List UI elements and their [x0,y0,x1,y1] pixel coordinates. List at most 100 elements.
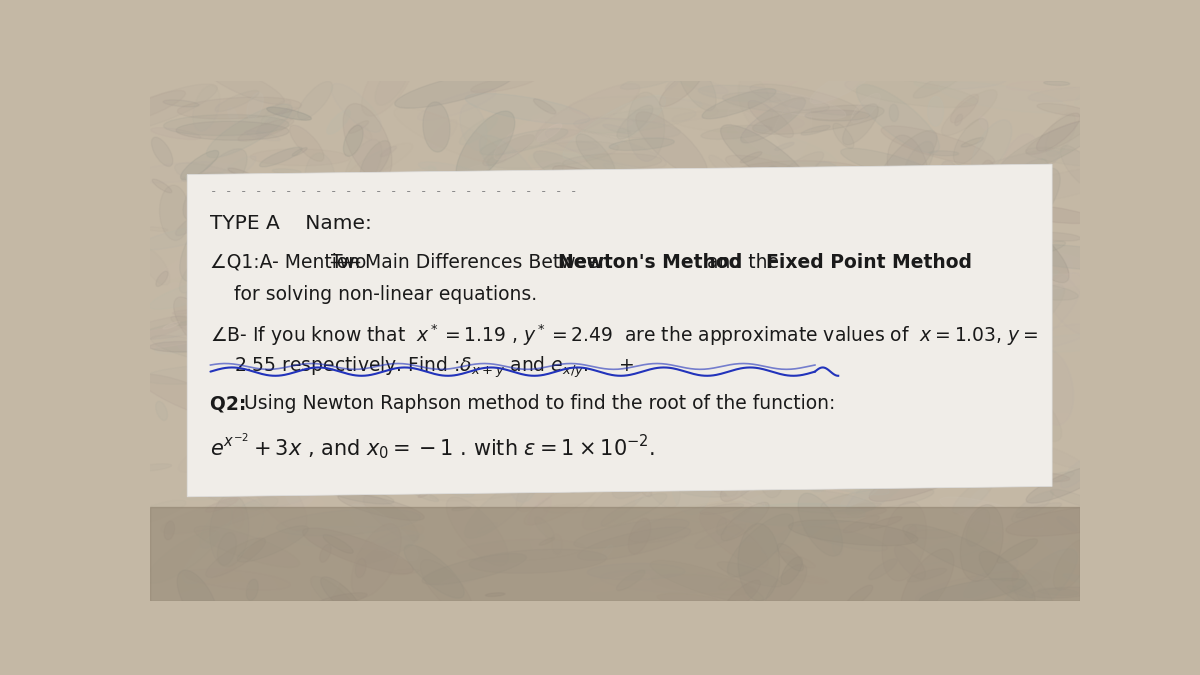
Ellipse shape [265,219,300,225]
Ellipse shape [1038,588,1078,595]
Ellipse shape [1003,379,1062,441]
Ellipse shape [918,400,1012,437]
Ellipse shape [388,217,473,248]
Ellipse shape [702,179,719,189]
Ellipse shape [539,288,678,311]
Text: Two: Two [331,253,367,272]
Ellipse shape [269,225,328,266]
Ellipse shape [842,420,922,446]
Ellipse shape [972,325,991,342]
Ellipse shape [953,478,994,514]
Ellipse shape [866,394,972,415]
Text: TYPE A    Name:: TYPE A Name: [210,213,372,232]
Ellipse shape [722,92,829,113]
Ellipse shape [420,454,452,461]
Ellipse shape [170,316,232,342]
Ellipse shape [1075,95,1084,105]
Ellipse shape [451,506,470,510]
Ellipse shape [512,169,551,215]
Ellipse shape [1042,270,1093,335]
Ellipse shape [230,408,304,439]
Ellipse shape [620,73,677,89]
Ellipse shape [356,294,419,308]
Ellipse shape [1007,168,1061,236]
Ellipse shape [629,164,698,238]
Ellipse shape [457,198,529,227]
Ellipse shape [950,95,979,123]
Ellipse shape [798,493,842,556]
Ellipse shape [587,564,685,580]
Ellipse shape [314,217,388,230]
Ellipse shape [600,570,727,593]
Ellipse shape [179,423,266,472]
Ellipse shape [800,422,900,483]
Ellipse shape [311,190,329,204]
Ellipse shape [275,286,300,291]
Ellipse shape [208,415,306,445]
Ellipse shape [320,328,328,342]
Ellipse shape [810,64,877,103]
Ellipse shape [1027,271,1039,292]
Ellipse shape [215,370,271,407]
Ellipse shape [534,151,622,204]
Ellipse shape [458,344,502,425]
Ellipse shape [842,242,871,252]
Ellipse shape [710,220,822,270]
Ellipse shape [1007,192,1018,209]
Ellipse shape [558,213,582,224]
Ellipse shape [376,61,409,105]
Ellipse shape [852,422,920,434]
Ellipse shape [536,124,562,142]
Ellipse shape [1033,232,1081,241]
Ellipse shape [1021,273,1082,342]
Ellipse shape [402,472,437,488]
Ellipse shape [412,429,533,450]
Ellipse shape [725,580,761,611]
Ellipse shape [881,126,995,165]
Ellipse shape [233,508,244,529]
Ellipse shape [349,504,418,561]
Ellipse shape [736,161,864,182]
Ellipse shape [826,462,868,495]
Ellipse shape [1031,349,1074,425]
Ellipse shape [386,551,403,558]
Ellipse shape [467,296,548,310]
Ellipse shape [319,545,331,562]
Ellipse shape [966,301,1013,309]
Ellipse shape [276,315,341,358]
Ellipse shape [313,417,395,466]
Ellipse shape [506,328,583,400]
Ellipse shape [217,396,236,409]
Ellipse shape [320,261,396,315]
Ellipse shape [320,279,344,300]
Ellipse shape [851,503,881,509]
Ellipse shape [338,493,425,520]
Text: for solving non-linear equations.: for solving non-linear equations. [234,285,536,304]
Ellipse shape [642,325,712,348]
Ellipse shape [164,521,175,540]
Ellipse shape [538,265,604,276]
Ellipse shape [1034,421,1043,430]
Ellipse shape [695,393,780,408]
Ellipse shape [671,362,751,378]
Ellipse shape [857,84,940,153]
Ellipse shape [245,253,322,281]
Ellipse shape [1044,81,1069,86]
Ellipse shape [727,267,799,334]
Ellipse shape [216,156,256,184]
Ellipse shape [788,520,918,545]
Ellipse shape [224,322,275,331]
Ellipse shape [570,97,718,122]
Ellipse shape [470,403,494,425]
Ellipse shape [346,301,403,362]
Ellipse shape [887,135,930,210]
Ellipse shape [905,525,917,543]
Ellipse shape [719,568,772,590]
Ellipse shape [175,213,205,236]
Ellipse shape [199,487,263,510]
Ellipse shape [437,246,485,310]
Ellipse shape [838,339,905,357]
Ellipse shape [840,450,865,463]
Ellipse shape [662,356,696,421]
Ellipse shape [276,509,420,536]
